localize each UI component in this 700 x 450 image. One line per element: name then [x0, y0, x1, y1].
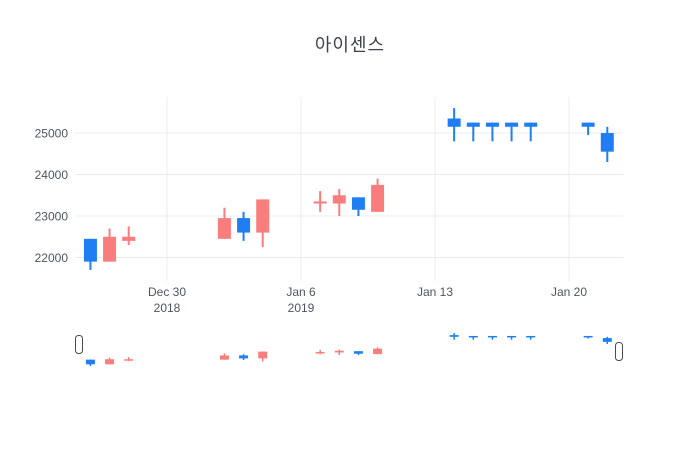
chart-title: 아이센스: [314, 35, 386, 55]
range-slider-left-handle[interactable]: [75, 335, 83, 354]
x-tick-label: Jan 6: [286, 285, 316, 299]
candle-down[interactable]: [581, 122, 595, 127]
x-tick-year-label: 2018: [154, 301, 181, 315]
candle-up[interactable]: [256, 199, 270, 233]
y-tick-label: 24000: [35, 168, 69, 182]
plot-area[interactable]: [75, 97, 623, 281]
range-slider-candle: [334, 350, 344, 353]
y-tick-label: 25000: [35, 127, 69, 141]
range-slider-right-handle[interactable]: [615, 342, 623, 361]
range-slider-track[interactable]: [75, 326, 623, 372]
range-slider-candle: [105, 359, 115, 365]
x-tick-label: Dec 30: [148, 285, 186, 299]
candle-down[interactable]: [237, 218, 251, 233]
range-slider-candle: [583, 335, 593, 338]
candle-down[interactable]: [466, 122, 480, 127]
range-slider-candle: [602, 338, 612, 342]
range-slider-candle: [239, 355, 249, 359]
candle-up[interactable]: [122, 236, 136, 241]
candle-up[interactable]: [332, 195, 346, 204]
candle-down[interactable]: [83, 238, 97, 262]
y-tick-label: 23000: [35, 210, 69, 224]
range-slider-candle: [85, 359, 95, 365]
range-slider-candle: [468, 335, 478, 338]
candle-down[interactable]: [600, 133, 614, 152]
range-slider-candle: [526, 335, 536, 338]
range-slider-candle: [124, 359, 134, 361]
candle-down[interactable]: [505, 122, 519, 127]
range-slider-candle: [315, 352, 325, 354]
range-slider-candle: [507, 335, 517, 338]
range-slider-candle: [373, 348, 383, 355]
candle-down[interactable]: [524, 122, 538, 127]
candle-up[interactable]: [371, 184, 385, 212]
candle-down[interactable]: [447, 118, 461, 127]
x-tick-year-label: 2019: [288, 301, 315, 315]
candle-up[interactable]: [103, 236, 117, 262]
candle-down[interactable]: [351, 197, 365, 210]
range-slider-candle: [353, 351, 363, 354]
candle-up[interactable]: [217, 218, 231, 239]
x-tick-label: Jan 13: [417, 285, 453, 299]
range-slider-candle: [219, 355, 229, 360]
range-slider-candle: [449, 335, 459, 337]
range-slider-candle: [258, 351, 268, 359]
candle-up[interactable]: [313, 201, 327, 204]
candle-down[interactable]: [485, 122, 499, 127]
x-tick-label: Jan 20: [551, 285, 587, 299]
y-tick-label: 22000: [35, 251, 69, 265]
range-slider-candle: [487, 335, 497, 338]
